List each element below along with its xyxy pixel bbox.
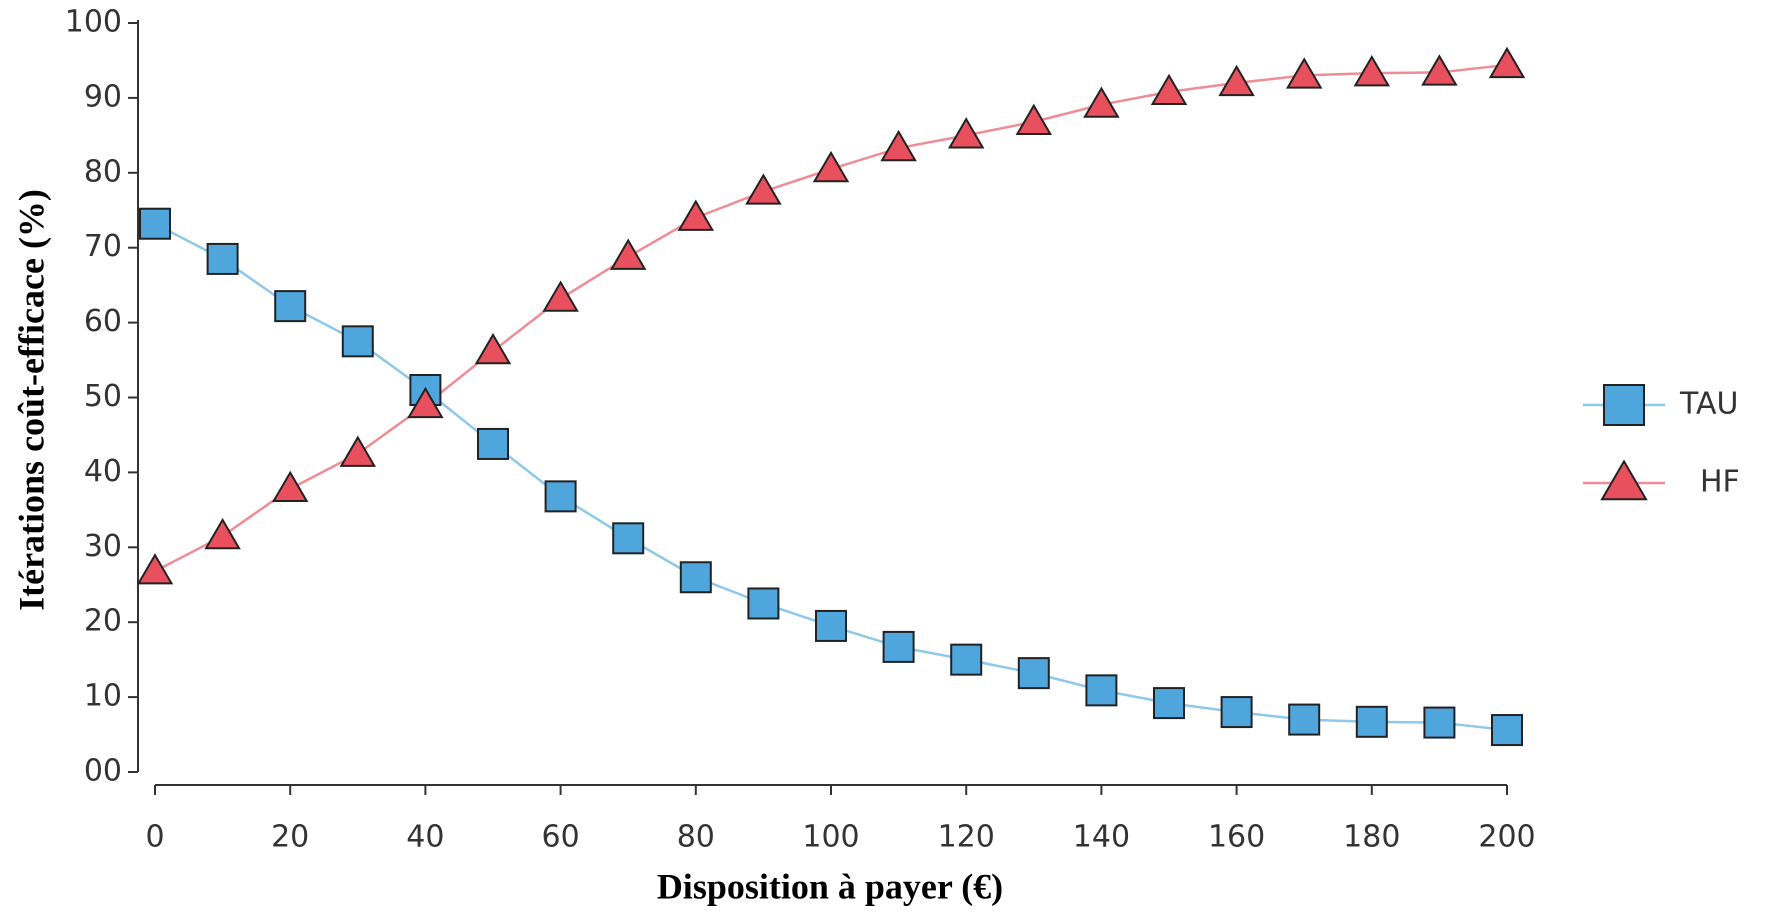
y-tick-label: 00 — [84, 754, 122, 789]
x-tick-label: 120 — [938, 820, 995, 855]
data-point — [271, 470, 309, 503]
data-point — [1218, 64, 1255, 97]
legend-marker — [1600, 459, 1648, 501]
data-point — [609, 238, 647, 270]
series-line — [154, 222, 1508, 732]
y-tick-label: 30 — [84, 529, 122, 564]
data-point — [882, 630, 915, 663]
data-point — [477, 427, 509, 460]
data-point — [339, 435, 377, 467]
data-point — [1015, 103, 1053, 136]
series-line — [154, 63, 1508, 573]
data-point — [407, 386, 444, 419]
data-point — [815, 609, 847, 642]
data-point — [139, 207, 171, 240]
x-tick-label: 0 — [145, 820, 164, 855]
data-point — [1355, 705, 1388, 738]
y-axis-label: Itérations coût-efficace (%) — [11, 189, 51, 611]
data-point — [745, 173, 782, 205]
data-point — [1153, 687, 1185, 720]
data-point — [542, 280, 579, 312]
legend-label: HF — [1700, 465, 1740, 500]
x-tick-label: 80 — [677, 820, 715, 855]
legend-marker — [1603, 384, 1645, 426]
x-tick-label: 200 — [1478, 820, 1535, 855]
data-point — [204, 517, 241, 550]
data-point — [1421, 54, 1458, 86]
y-tick-label: 100 — [65, 5, 122, 40]
x-tick-label: 20 — [271, 820, 309, 855]
legend-label: TAU — [1679, 387, 1738, 422]
data-point — [880, 129, 917, 162]
y-tick-label: 40 — [84, 454, 122, 489]
x-tick-label: 40 — [406, 820, 444, 855]
data-point — [1491, 714, 1523, 747]
x-tick-label: 160 — [1208, 820, 1265, 855]
data-point — [136, 553, 174, 585]
y-tick-label: 90 — [84, 79, 122, 114]
x-tick-label: 60 — [542, 820, 580, 855]
y-tick-label: 70 — [84, 229, 122, 264]
data-point — [1017, 657, 1050, 690]
data-point — [950, 643, 983, 676]
x-tick-label: 180 — [1343, 820, 1400, 855]
y-tick-label: 20 — [84, 604, 122, 639]
data-point — [341, 325, 374, 358]
data-point — [1285, 57, 1323, 89]
data-point — [1423, 706, 1456, 739]
data-point — [812, 150, 850, 183]
data-point — [1150, 73, 1188, 106]
data-point — [747, 587, 780, 620]
data-point — [544, 480, 577, 513]
x-axis-label: Disposition à payer (€) — [657, 866, 1003, 906]
data-point — [1288, 703, 1321, 736]
x-tick-label: 140 — [1073, 820, 1130, 855]
data-point — [1083, 86, 1120, 118]
data-point — [1488, 46, 1526, 79]
data-point — [1085, 674, 1118, 707]
data-point — [947, 117, 985, 149]
data-point — [274, 290, 307, 323]
data-point — [677, 199, 715, 231]
y-tick-label: 10 — [84, 679, 122, 714]
data-point — [679, 561, 712, 594]
y-tick-label: 80 — [84, 154, 122, 189]
data-point — [1220, 696, 1253, 729]
y-tick-label: 60 — [84, 304, 122, 339]
x-tick-label: 100 — [802, 820, 859, 855]
y-tick-label: 50 — [84, 379, 122, 414]
data-point — [474, 332, 512, 365]
data-point — [206, 242, 239, 275]
data-point — [1353, 54, 1391, 87]
data-point — [612, 522, 645, 555]
